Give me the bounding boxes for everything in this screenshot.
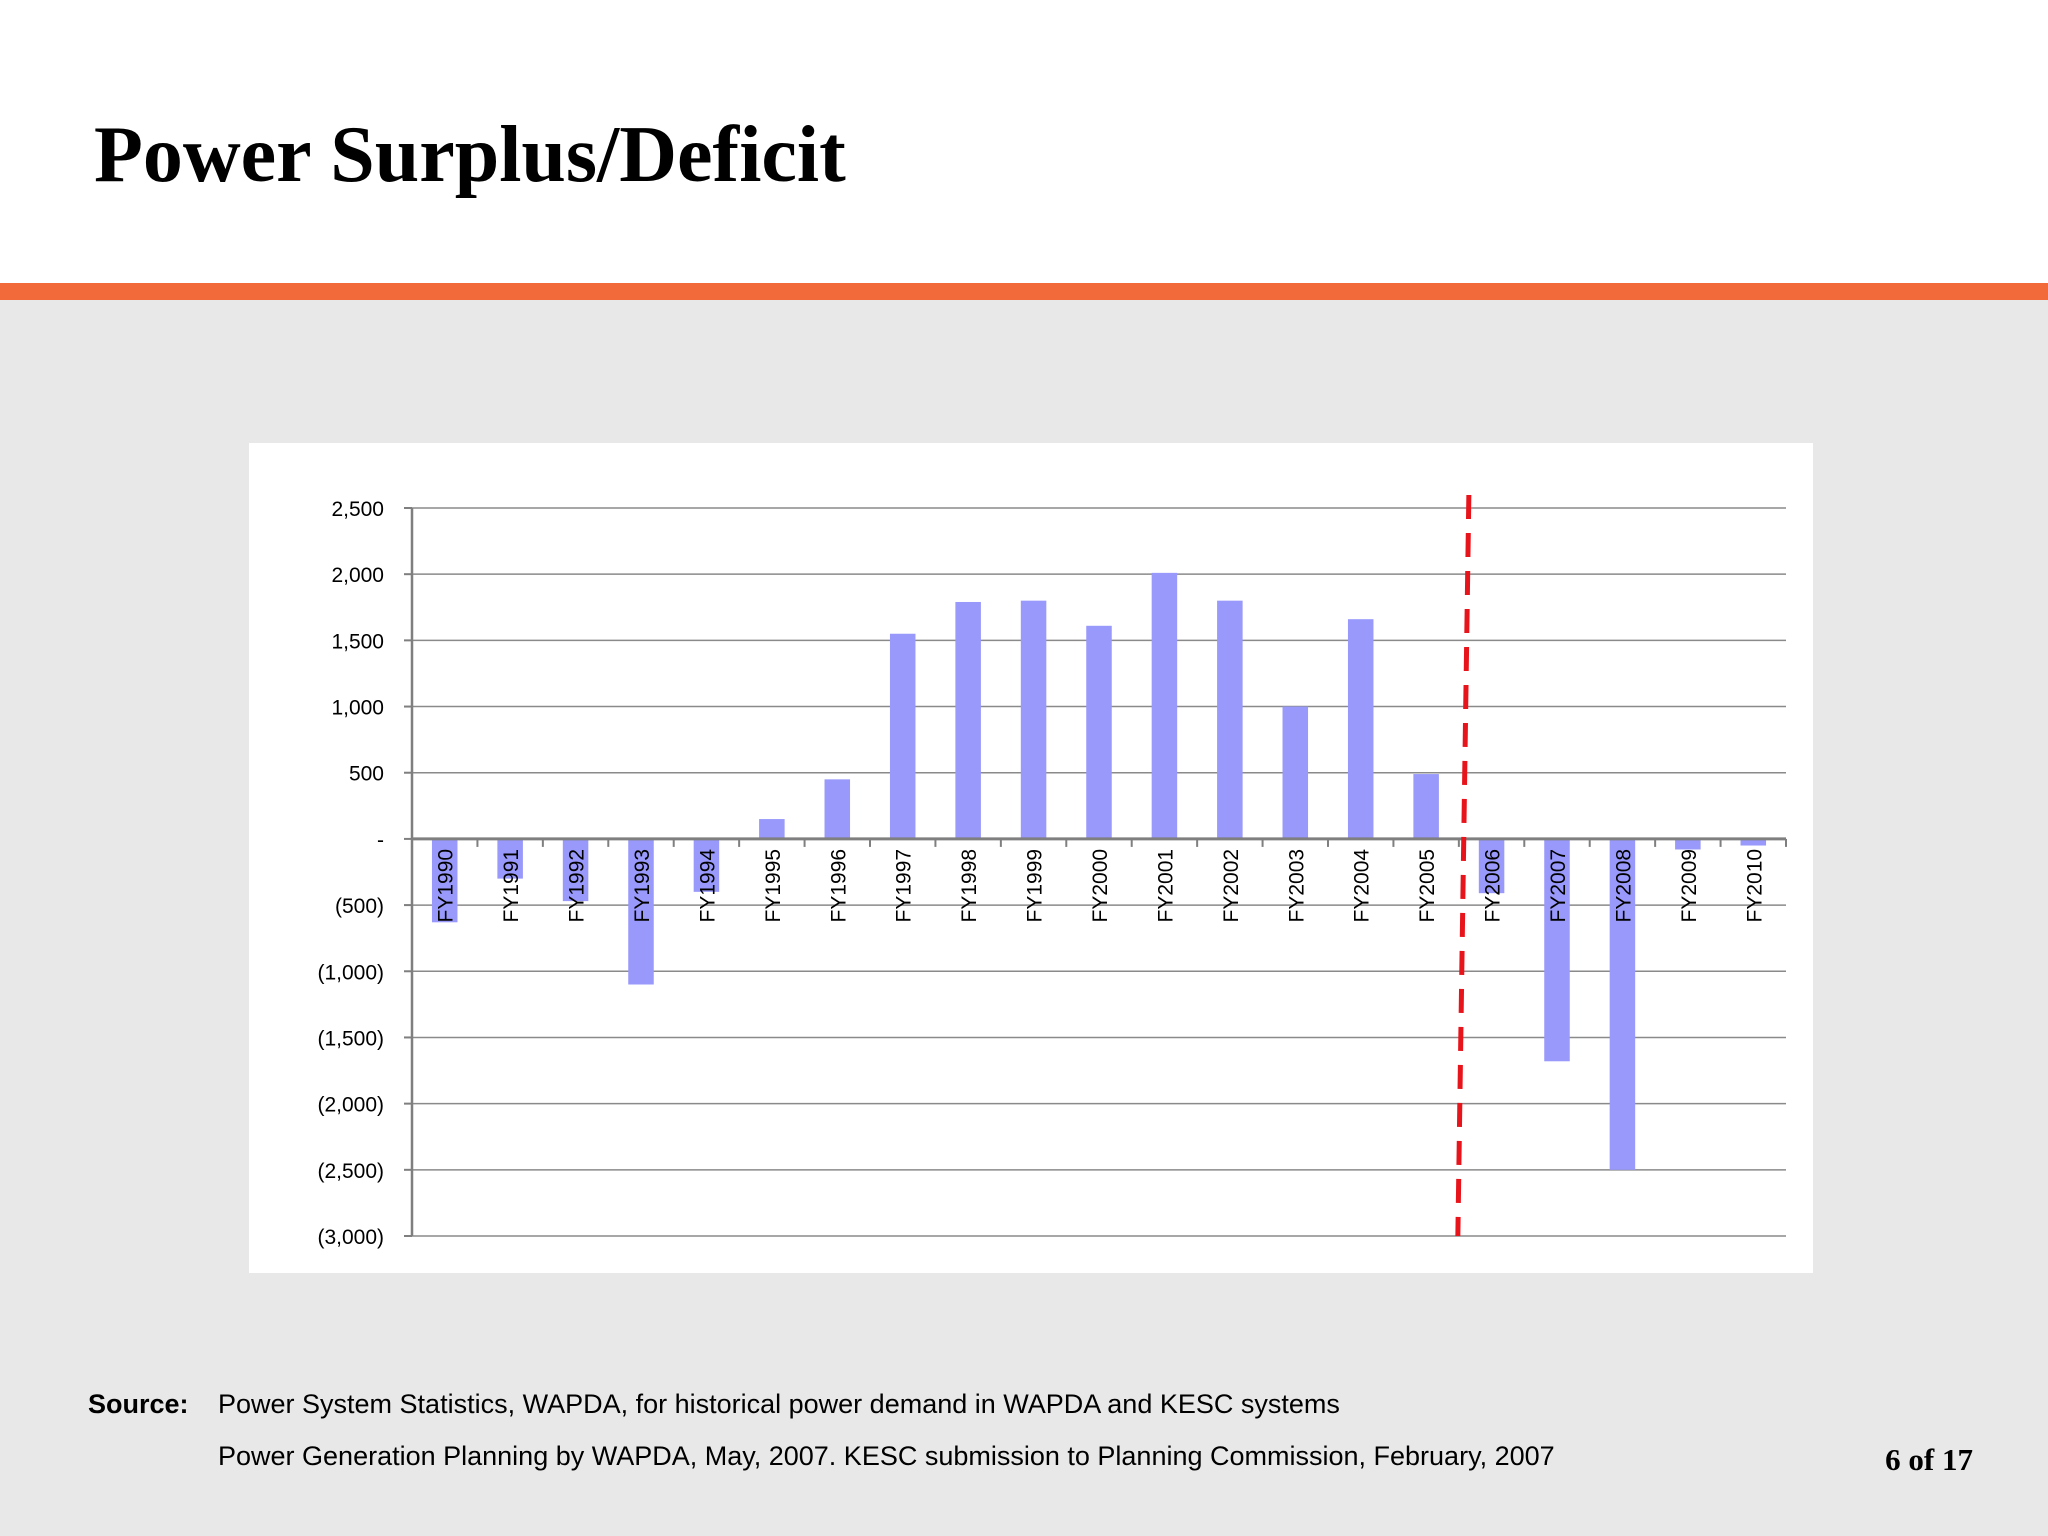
x-tick-label: FY2003 (1285, 849, 1308, 923)
x-tick-label: FY1995 (762, 849, 785, 923)
y-tick-label: 1,000 (331, 697, 384, 720)
bar-fy1996 (824, 779, 851, 839)
bar-fy2010 (1740, 838, 1767, 846)
source-note: Source: Power System Statistics, WAPDA, … (88, 1378, 1688, 1482)
x-tick-label: FY1999 (1024, 849, 1047, 923)
bars (431, 572, 1767, 1170)
x-tick-label: FY1994 (696, 849, 719, 923)
accent-bar (0, 283, 2048, 300)
forecast-divider (1455, 494, 1472, 1237)
bar-fy2007 (1544, 838, 1570, 1062)
forecast-divider-line (1455, 494, 1472, 1237)
bar-fy2001 (1151, 572, 1178, 839)
y-tick-label: (1,500) (317, 1027, 384, 1050)
bar-fy2002 (1217, 600, 1243, 839)
bar-fy1992 (562, 838, 589, 902)
x-tick-label: FY2008 (1612, 849, 1635, 923)
bar-fy2006 (1478, 838, 1505, 894)
y-tick-label: (2,000) (317, 1094, 384, 1117)
bar-fy2009 (1675, 838, 1701, 850)
source-line-1: Power System Statistics, WAPDA, for hist… (218, 1389, 1340, 1419)
bar-fy1990 (431, 838, 458, 923)
x-tick-label: FY2004 (1351, 849, 1374, 923)
source-row-2: Power Generation Planning by WAPDA, May,… (88, 1430, 1688, 1482)
x-tick-label: FY1996 (827, 849, 850, 923)
x-tick-labels: FY1990 FY1991 FY1992 FY1993 FY1994 FY1995 FY19… (435, 849, 1767, 923)
y-tick-label: 1,500 (331, 630, 384, 653)
bar-fy1999 (1020, 600, 1047, 839)
bar-fy1995 (759, 819, 785, 839)
power-balance-bar-chart: 2,500 2,000 1,500 1,000 500 - (500) (1,000) (1,5… (317, 494, 1787, 1249)
x-tick-label: FY1991 (500, 849, 523, 923)
x-tick-label: FY1990 (435, 849, 458, 923)
bar-fy2004 (1347, 619, 1374, 839)
x-tick-label: FY2006 (1482, 849, 1505, 923)
bar-fy1994 (693, 838, 720, 892)
x-tick-label: FY2005 (1416, 849, 1439, 923)
source-label: Source: (88, 1389, 189, 1419)
x-tick-label: FY2000 (1089, 849, 1112, 923)
y-tick-label: - (377, 829, 384, 852)
bar-fy2000 (1086, 625, 1112, 839)
source-row-1: Source: Power System Statistics, WAPDA, … (88, 1378, 1688, 1430)
x-tick-label: FY1998 (958, 849, 981, 923)
x-tick-label: FY2001 (1154, 849, 1177, 923)
y-tick-labels: 2,500 2,000 1,500 1,000 500 - (500) (1,000) (1,5… (317, 498, 384, 1249)
slide-header: Power Surplus/Deficit (0, 0, 2048, 283)
chart-panel: 2,500 2,000 1,500 1,000 500 - (500) (1,000) (1,5… (249, 443, 1813, 1273)
x-tick-label: FY2010 (1743, 849, 1766, 923)
bar-fy2005 (1413, 774, 1439, 839)
bar-fy1997 (889, 633, 916, 839)
x-tick-label: FY1997 (893, 849, 916, 923)
bar-fy2008 (1609, 838, 1636, 1170)
source-line-2: Power Generation Planning by WAPDA, May,… (218, 1441, 1555, 1471)
y-tick-label: 500 (349, 763, 384, 786)
y-tick-label: (500) (335, 895, 384, 918)
x-tick-label: FY1992 (566, 849, 589, 923)
y-tick-label: 2,000 (331, 564, 384, 587)
bar-fy1998 (955, 601, 981, 839)
bar-fy1993 (628, 838, 654, 985)
y-tick-label: (3,000) (317, 1226, 384, 1249)
bar-fy2003 (1282, 706, 1309, 839)
y-tick-label: (2,500) (317, 1160, 384, 1183)
x-tick-label: FY2002 (1220, 849, 1243, 923)
axes (404, 507, 1787, 1237)
y-tick-label: 2,500 (331, 498, 384, 521)
x-tick-label: FY1993 (631, 849, 654, 923)
bar-fy1991 (497, 838, 523, 879)
page-number: 6 of 17 (1885, 1442, 1973, 1477)
y-tick-label: (1,000) (317, 961, 384, 984)
x-tick-label: FY2009 (1678, 849, 1701, 923)
x-tick-label: FY2007 (1547, 849, 1570, 923)
slide-title: Power Surplus/Deficit (94, 111, 846, 199)
